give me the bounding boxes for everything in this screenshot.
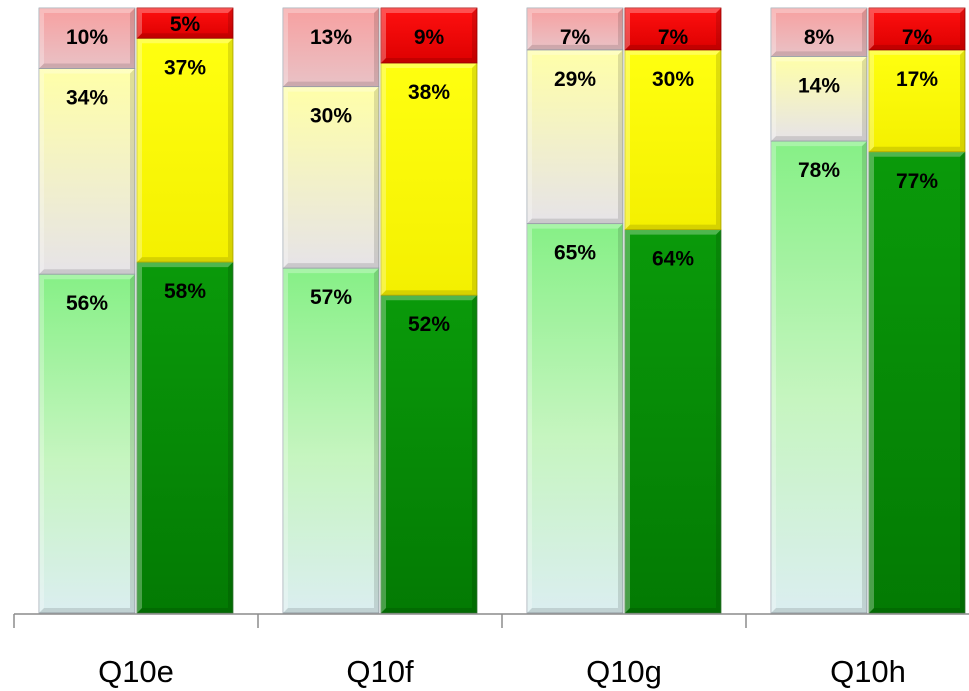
bar-q10f-dark-green-label: 52%	[408, 313, 450, 336]
bar-q10e-dark-red-highlight	[137, 8, 233, 39]
data-labels-layer: 56% 34% 10% 58% 37% 5% 57% 30% 13% 52% 38% 9% 65% 29%…	[66, 13, 938, 336]
bar-q10h-dark-yellow-label: 17%	[896, 68, 938, 91]
bar-q10f-light-red-label: 13%	[310, 26, 352, 49]
bar-q10g-dark-green	[624, 229, 722, 614]
bar-q10g-dark-red	[624, 7, 722, 51]
bar-q10f-dark-yellow-label: 38%	[408, 81, 450, 104]
bar-q10h-light-red-highlight	[771, 8, 867, 57]
bar-q10f-dark-yellow	[380, 62, 478, 296]
bar-q10e-dark-yellow-label: 37%	[164, 56, 206, 79]
bar-q10f-light-green	[282, 267, 380, 614]
bar-q10h-dark-red-shadow	[869, 8, 965, 50]
bar-q10f-dark-green	[380, 294, 478, 614]
bar-q10h-light-yellow-label: 14%	[798, 74, 840, 97]
bars-layer	[38, 7, 966, 614]
bar-q10h-light-green	[770, 140, 868, 614]
bar-q10f-dark-red	[380, 7, 478, 64]
bar-q10g-light-green	[526, 223, 624, 614]
bar-q10g-dark-red-highlight	[625, 8, 721, 50]
bar-q10g-light-yellow	[526, 49, 624, 225]
bar-q10e-dark-green	[136, 261, 234, 614]
bar-q10e-light-green-label: 56%	[66, 292, 108, 315]
bar-q10h-light-green-label: 78%	[798, 159, 840, 182]
x-tick-label-q10h: Q10h	[830, 654, 906, 689]
bar-q10h-light-red-label: 8%	[804, 26, 835, 49]
bar-q10e-dark-green-label: 58%	[164, 280, 206, 303]
bar-q10g-dark-yellow	[624, 49, 722, 231]
bar-q10e-light-yellow	[38, 68, 136, 275]
bar-q10g-light-green-label: 65%	[554, 242, 596, 265]
bar-q10h-dark-yellow	[868, 49, 966, 153]
bar-q10f-light-yellow-label: 30%	[310, 105, 352, 128]
bar-q10f-light-red	[282, 7, 380, 88]
bar-q10e-dark-red-shadow	[137, 8, 233, 39]
bar-q10g-dark-yellow-label: 30%	[652, 68, 694, 91]
bar-q10e-light-green	[38, 273, 136, 614]
bar-q10f-light-yellow	[282, 86, 380, 269]
bar-q10h-dark-red	[868, 7, 966, 51]
bar-q10h-dark-green	[868, 151, 966, 614]
bar-q10e-light-red	[38, 7, 136, 69]
x-tick-label-q10f: Q10f	[346, 654, 414, 689]
x-tick-label-q10g: Q10g	[586, 654, 662, 689]
bar-q10h-light-red	[770, 7, 868, 57]
bar-q10h-light-red-shadow	[771, 8, 867, 57]
bar-q10g-dark-green-label: 64%	[652, 248, 694, 271]
bar-q10g-dark-red-label: 7%	[658, 26, 689, 49]
bar-q10g-light-red-highlight	[527, 8, 623, 50]
bar-q10g-dark-red-shadow	[625, 8, 721, 50]
bar-q10g-light-red	[526, 7, 624, 51]
bar-q10f-dark-red-label: 9%	[414, 26, 445, 49]
bar-q10g-light-yellow-label: 29%	[554, 68, 596, 91]
bar-q10f-light-green-label: 57%	[310, 286, 352, 309]
bar-q10g-light-red-label: 7%	[560, 26, 591, 49]
bar-q10h-dark-red-label: 7%	[902, 26, 933, 49]
bar-q10h-light-yellow	[770, 56, 868, 142]
bar-q10e-dark-red	[136, 7, 234, 39]
bar-q10e-light-red-label: 10%	[66, 26, 108, 49]
x-axis: Q10e Q10f Q10g Q10h	[13, 613, 969, 689]
bar-q10e-dark-red-label: 5%	[170, 13, 201, 36]
x-tick-label-q10e: Q10e	[98, 654, 174, 689]
bar-q10e-light-yellow-label: 34%	[66, 87, 108, 110]
bar-q10h-dark-red-highlight	[869, 8, 965, 50]
bar-q10h-dark-green-label: 77%	[896, 170, 938, 193]
bar-q10g-light-red-shadow	[527, 8, 623, 50]
